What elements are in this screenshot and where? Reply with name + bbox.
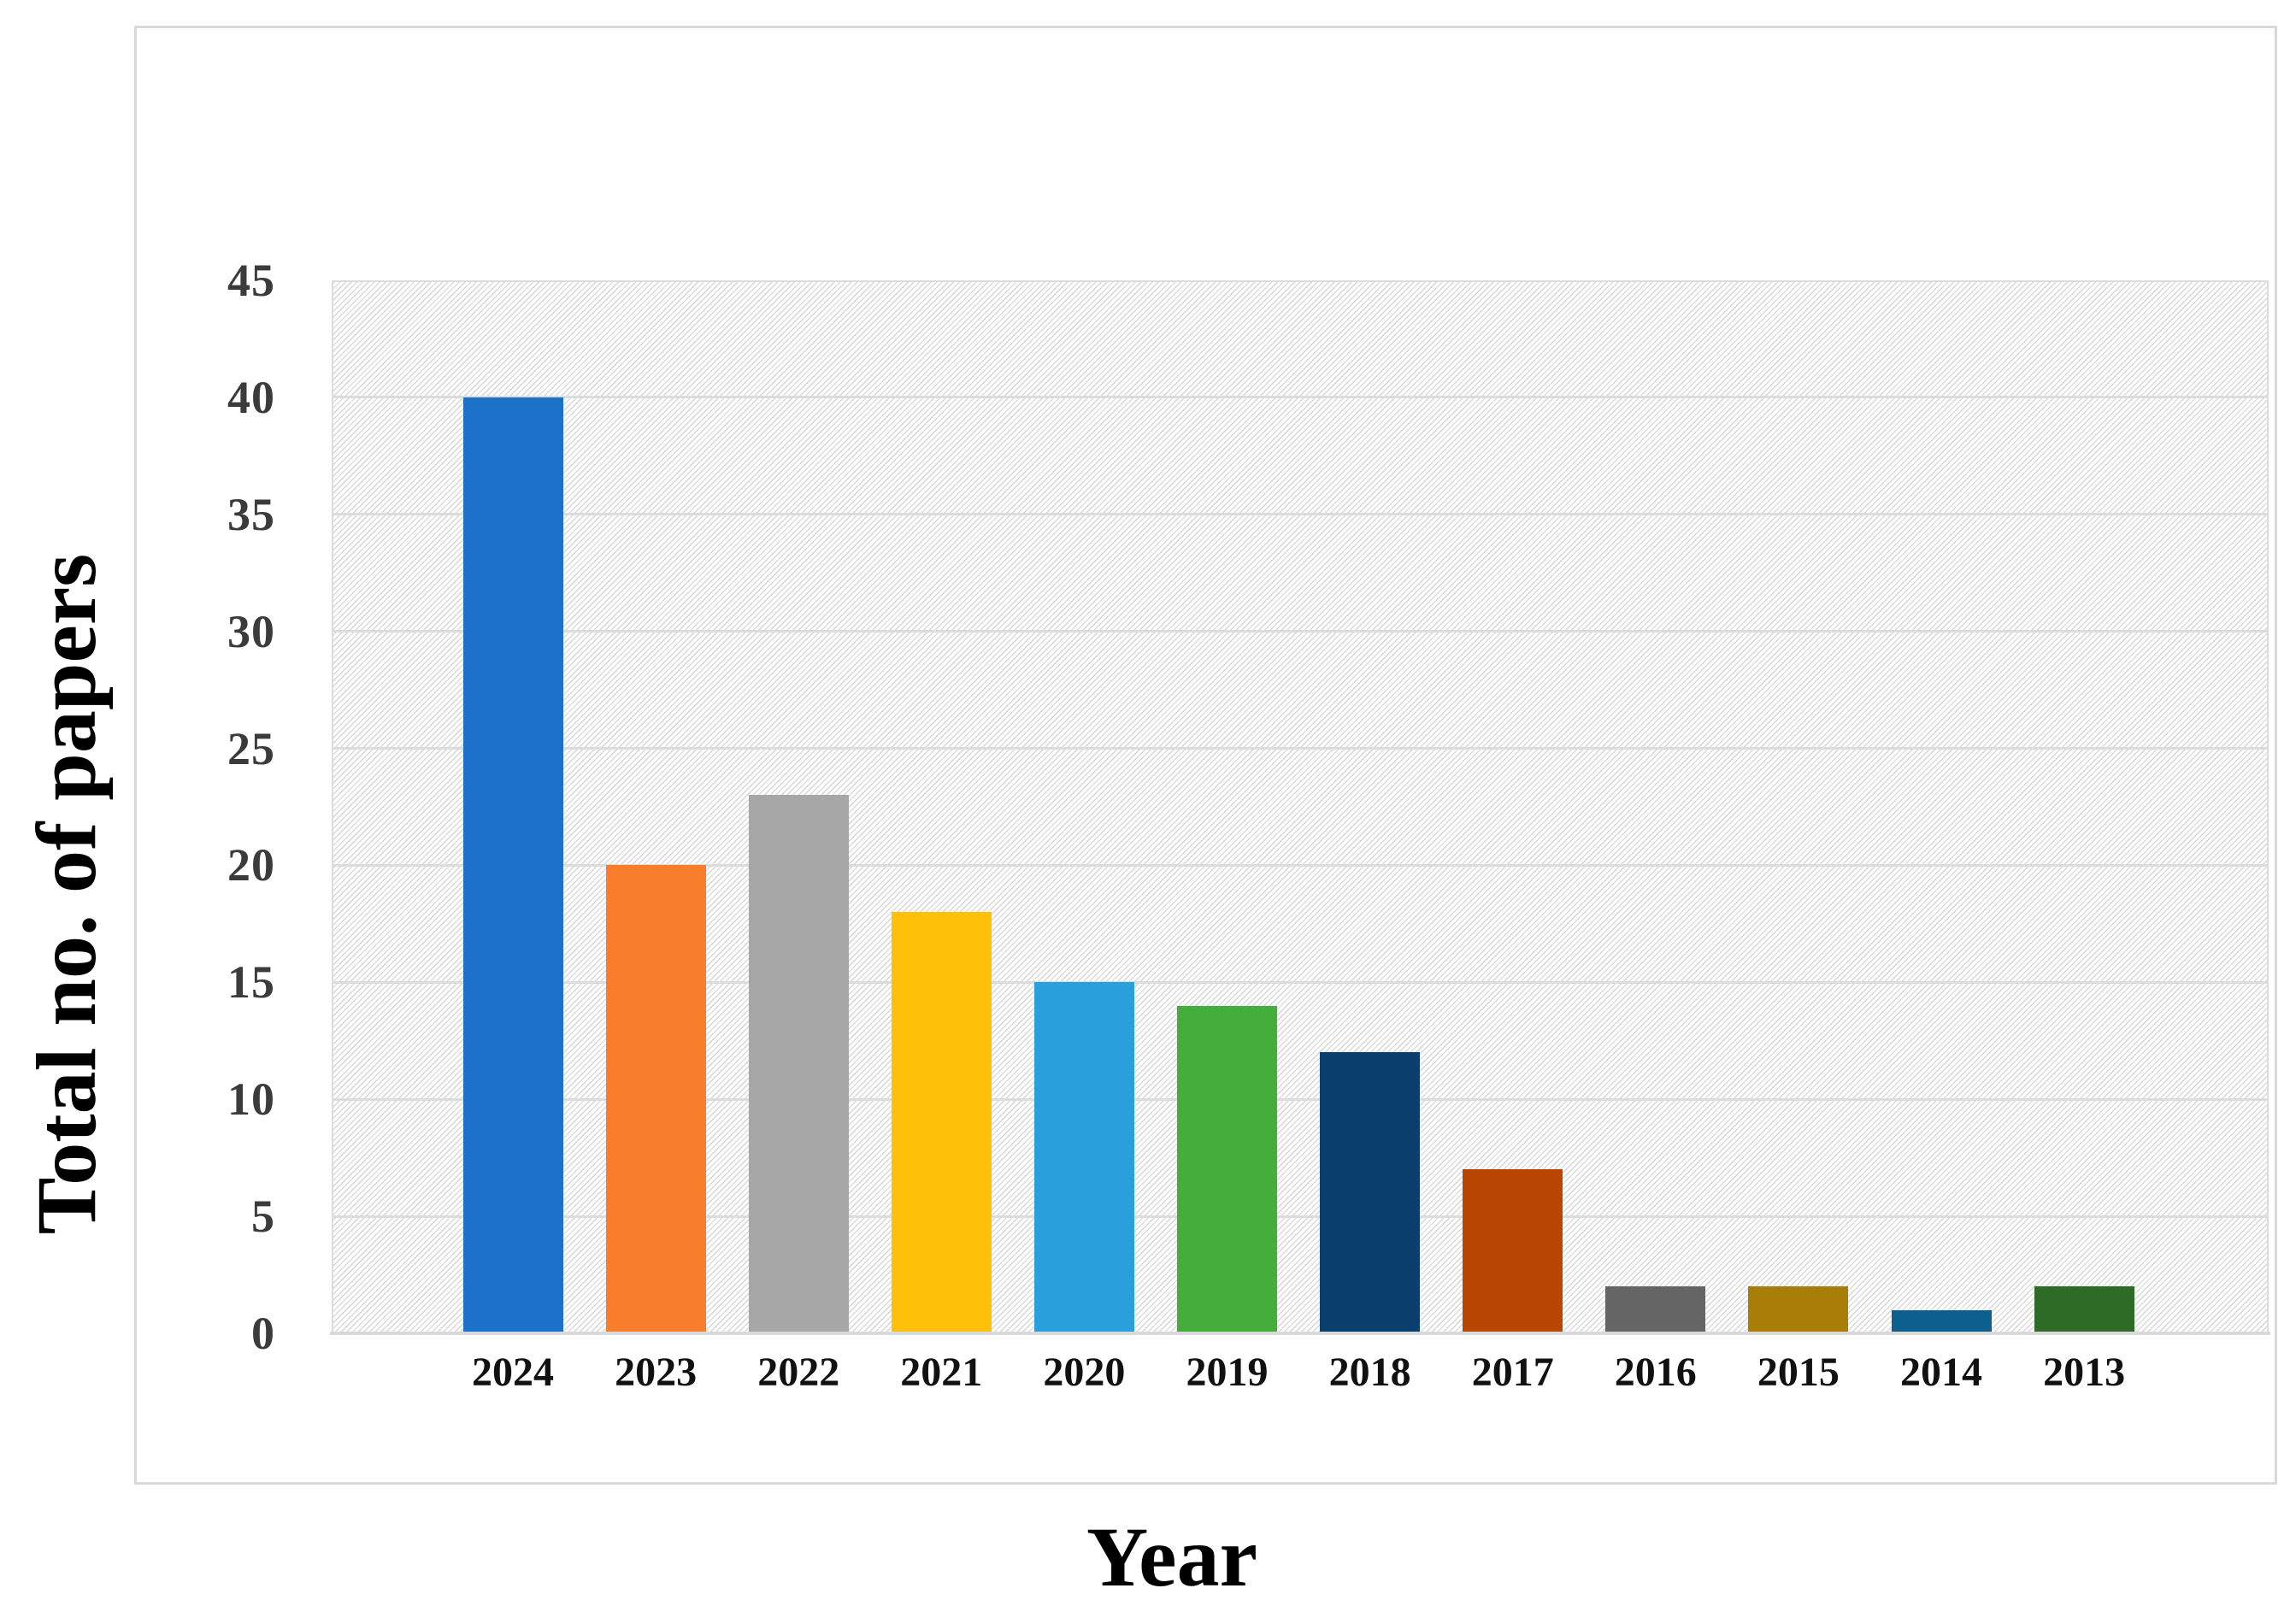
y-tick-label-30: 30 (227, 605, 275, 657)
gridline-35 (332, 513, 2269, 516)
gridline-5 (332, 1215, 2269, 1218)
gridline-15 (332, 980, 2269, 984)
bar-2018 (1320, 1052, 1421, 1333)
bar-2013 (2034, 1286, 2134, 1333)
x-tick-label-2019: 2019 (1186, 1350, 1269, 1395)
bar-2024 (462, 397, 563, 1333)
gridline-20 (332, 863, 2269, 867)
gridline-40 (332, 396, 2269, 399)
bar-2021 (891, 912, 992, 1333)
y-tick-label-15: 15 (227, 956, 275, 1009)
x-tick-label-2018: 2018 (1328, 1350, 1411, 1395)
x-tick-label-2016: 2016 (1614, 1350, 1697, 1395)
x-tick-label-2020: 2020 (1043, 1350, 1126, 1395)
x-axis-title: Year (1086, 1509, 1257, 1600)
bar-2015 (1748, 1286, 1849, 1333)
x-tick-label-2023: 2023 (615, 1350, 698, 1395)
x-tick-label-2014: 2014 (1900, 1350, 1982, 1395)
x-tick-label-2017: 2017 (1471, 1350, 1554, 1395)
bar-2022 (748, 795, 849, 1333)
gridline-25 (332, 747, 2269, 750)
y-tick-label-40: 40 (227, 371, 275, 423)
y-tick-label-10: 10 (227, 1074, 275, 1126)
bar-2014 (1891, 1309, 1992, 1333)
x-tick-label-2022: 2022 (757, 1350, 840, 1395)
x-axis-baseline (330, 1332, 2270, 1335)
y-tick-label-20: 20 (227, 839, 275, 891)
x-tick-label-2015: 2015 (1757, 1350, 1840, 1395)
y-tick-label-45: 45 (227, 255, 275, 306)
bar-2017 (1463, 1169, 1563, 1333)
bar-2019 (1177, 1005, 1277, 1333)
bar-2016 (1605, 1286, 1706, 1333)
y-tick-label-35: 35 (227, 488, 275, 540)
y-tick-label-5: 5 (251, 1191, 275, 1243)
y-tick-label-0: 0 (251, 1308, 275, 1359)
y-tick-label-25: 25 (227, 722, 275, 774)
x-tick-label-2024: 2024 (472, 1350, 554, 1395)
gridline-30 (332, 630, 2269, 633)
x-tick-label-2021: 2021 (900, 1350, 983, 1395)
bar-2020 (1033, 982, 1134, 1333)
bar-2023 (605, 865, 706, 1333)
x-tick-label-2013: 2013 (2043, 1350, 2126, 1395)
y-axis-title: Total no. of papers (19, 553, 114, 1235)
gridline-10 (332, 1097, 2269, 1101)
